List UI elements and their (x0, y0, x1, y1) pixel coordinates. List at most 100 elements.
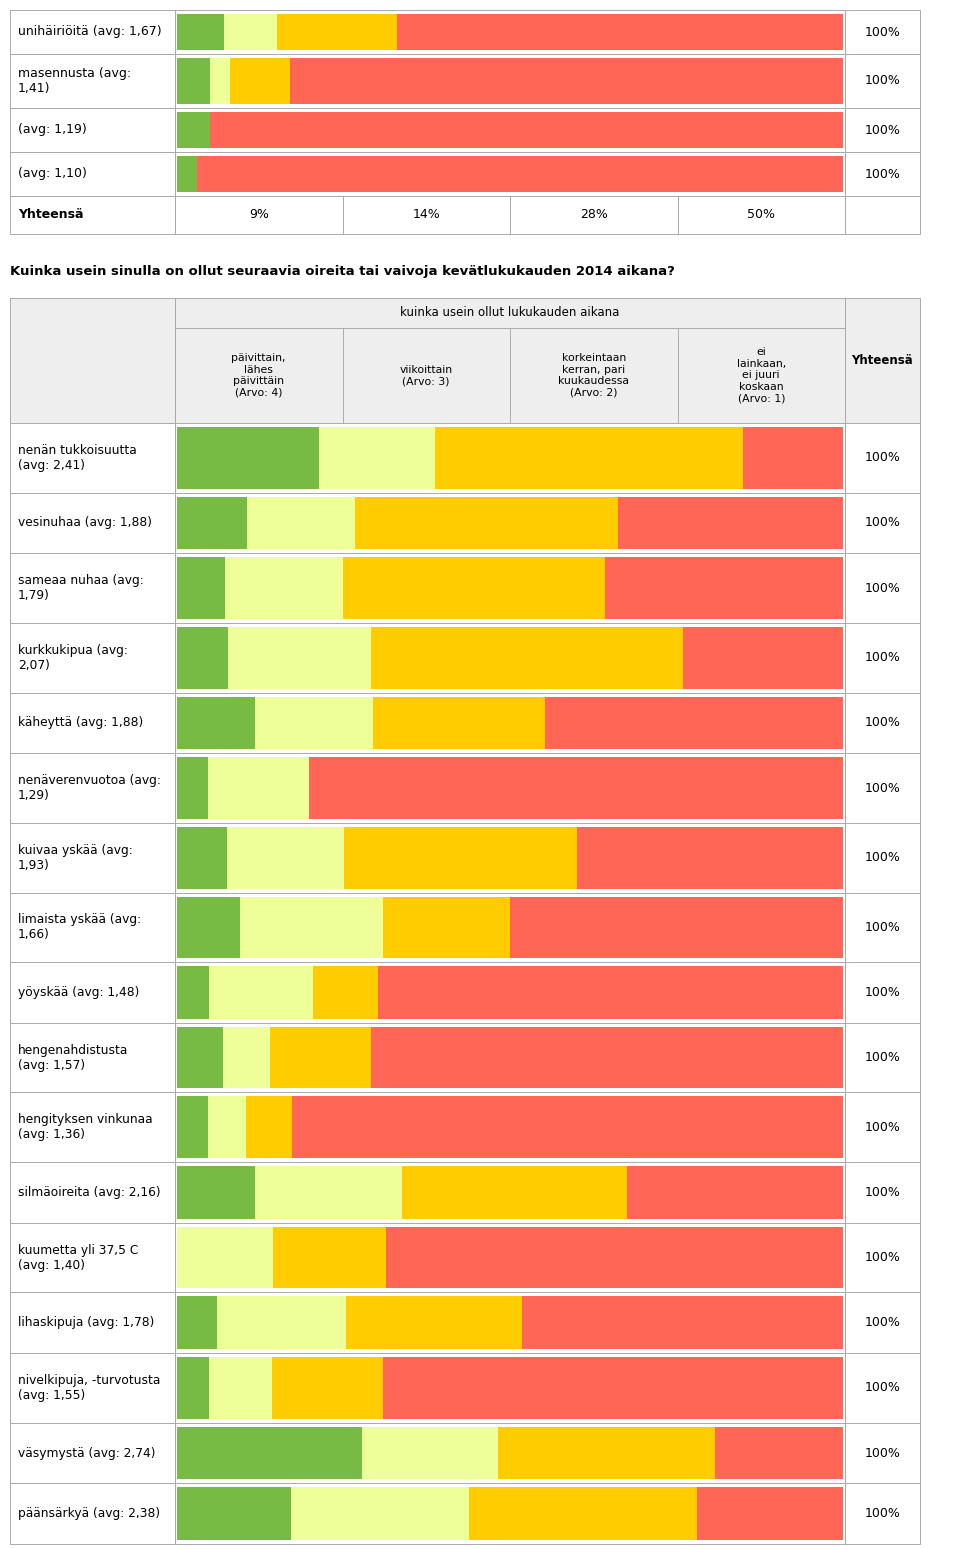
Text: hengenahdistusta
(avg: 1,57): hengenahdistusta (avg: 1,57) (18, 1044, 129, 1072)
Text: yöyskää (avg: 1,48): yöyskää (avg: 1,48) (18, 987, 139, 999)
Bar (177, 428, 319, 488)
Bar (240, 897, 383, 959)
Bar (845, 1292, 920, 1352)
Bar (845, 197, 920, 234)
Bar (175, 1222, 845, 1292)
Bar (177, 1027, 224, 1089)
Bar (177, 897, 240, 959)
Bar (10, 1092, 920, 1162)
Bar (10, 54, 175, 108)
Bar (272, 1357, 383, 1419)
Bar (845, 1484, 920, 1544)
Text: päivittain,
lähes
päivittäin
(Arvo: 4): päivittain, lähes päivittäin (Arvo: 4) (231, 353, 286, 398)
Bar (175, 423, 845, 493)
Bar (10, 1022, 175, 1092)
Bar (845, 553, 920, 623)
Text: nenän tukkoisuutta
(avg: 2,41): nenän tukkoisuutta (avg: 2,41) (18, 445, 136, 472)
Bar (845, 1022, 920, 1092)
Bar (177, 558, 225, 620)
Text: kuivaa yskää (avg:
1,93): kuivaa yskää (avg: 1,93) (18, 844, 132, 872)
Bar (402, 1166, 627, 1219)
Bar (371, 1027, 843, 1089)
Bar (208, 1357, 272, 1419)
Bar (247, 497, 355, 550)
Bar (10, 152, 175, 197)
Bar (10, 1352, 920, 1422)
Text: nivelkipuja, -turvotusta
(avg: 1,55): nivelkipuja, -turvotusta (avg: 1,55) (18, 1374, 160, 1402)
Bar (10, 623, 175, 692)
Bar (254, 1166, 402, 1219)
Text: 28%: 28% (580, 209, 608, 222)
Bar (845, 753, 920, 823)
Text: väsymystä (avg: 2,74): väsymystä (avg: 2,74) (18, 1447, 156, 1459)
Text: 100%: 100% (865, 516, 900, 530)
Bar (10, 1292, 175, 1352)
Bar (313, 967, 377, 1019)
Text: sameaa nuhaa (avg:
1,79): sameaa nuhaa (avg: 1,79) (18, 575, 144, 603)
Bar (355, 497, 618, 550)
Bar (10, 1022, 920, 1092)
Bar (10, 753, 175, 823)
Bar (714, 1427, 843, 1479)
Bar (10, 962, 920, 1022)
Bar (845, 823, 920, 892)
Bar (177, 156, 197, 192)
Bar (845, 152, 920, 197)
Text: 100%: 100% (865, 1252, 900, 1264)
Bar (177, 1227, 274, 1289)
Bar (228, 627, 371, 689)
Bar (175, 493, 845, 553)
Bar (845, 423, 920, 493)
Text: korkeintaan
kerran, pari
kuukaudessa
(Arvo: 2): korkeintaan kerran, pari kuukaudessa (Ar… (559, 353, 629, 398)
Text: 100%: 100% (865, 651, 900, 665)
Bar (10, 1352, 175, 1422)
Bar (175, 1352, 845, 1422)
Bar (177, 112, 210, 149)
Bar (175, 108, 845, 152)
Bar (292, 1097, 843, 1159)
Bar (291, 1487, 469, 1540)
Bar (175, 1092, 845, 1162)
Bar (383, 897, 510, 959)
Text: 100%: 100% (865, 74, 900, 87)
Text: 100%: 100% (865, 581, 900, 595)
Text: päänsärkyä (avg: 2,38): päänsärkyä (avg: 2,38) (18, 1507, 160, 1520)
Text: 100%: 100% (865, 1052, 900, 1064)
Bar (469, 1487, 697, 1540)
Bar (207, 1097, 246, 1159)
Bar (177, 627, 228, 689)
Bar (10, 1292, 920, 1352)
Text: viikoittain
(Arvo: 3): viikoittain (Arvo: 3) (399, 364, 453, 386)
Bar (175, 152, 845, 197)
Bar (10, 423, 920, 493)
Bar (175, 1422, 845, 1484)
Bar (270, 1027, 371, 1089)
Bar (346, 1297, 522, 1349)
Text: 9%: 9% (249, 209, 269, 222)
Bar (386, 1227, 843, 1289)
Bar (845, 1422, 920, 1484)
Bar (396, 14, 843, 50)
Bar (10, 493, 175, 553)
Bar (845, 1162, 920, 1222)
Bar (498, 1427, 714, 1479)
Text: käheyttä (avg: 1,88): käheyttä (avg: 1,88) (18, 716, 143, 730)
Text: lihaskipuja (avg: 1,78): lihaskipuja (avg: 1,78) (18, 1317, 155, 1329)
Bar (371, 627, 683, 689)
Text: kuinka usein ollut lukukauden aikana: kuinka usein ollut lukukauden aikana (400, 307, 620, 319)
Bar (845, 297, 920, 423)
Bar (372, 697, 545, 750)
Bar (845, 493, 920, 553)
Text: silmäoireita (avg: 2,16): silmäoireita (avg: 2,16) (18, 1187, 160, 1199)
Bar (10, 1222, 920, 1292)
Text: ei
lainkaan,
ei juuri
koskaan
(Arvo: 1): ei lainkaan, ei juuri koskaan (Arvo: 1) (736, 347, 786, 404)
Text: 100%: 100% (865, 451, 900, 465)
Bar (209, 967, 313, 1019)
Text: kuumetta yli 37,5 C
(avg: 1,40): kuumetta yli 37,5 C (avg: 1,40) (18, 1244, 138, 1272)
Bar (383, 1357, 843, 1419)
Bar (175, 297, 845, 423)
Bar (362, 1427, 498, 1479)
Text: 50%: 50% (747, 209, 776, 222)
Bar (255, 697, 372, 750)
Bar (522, 1297, 843, 1349)
